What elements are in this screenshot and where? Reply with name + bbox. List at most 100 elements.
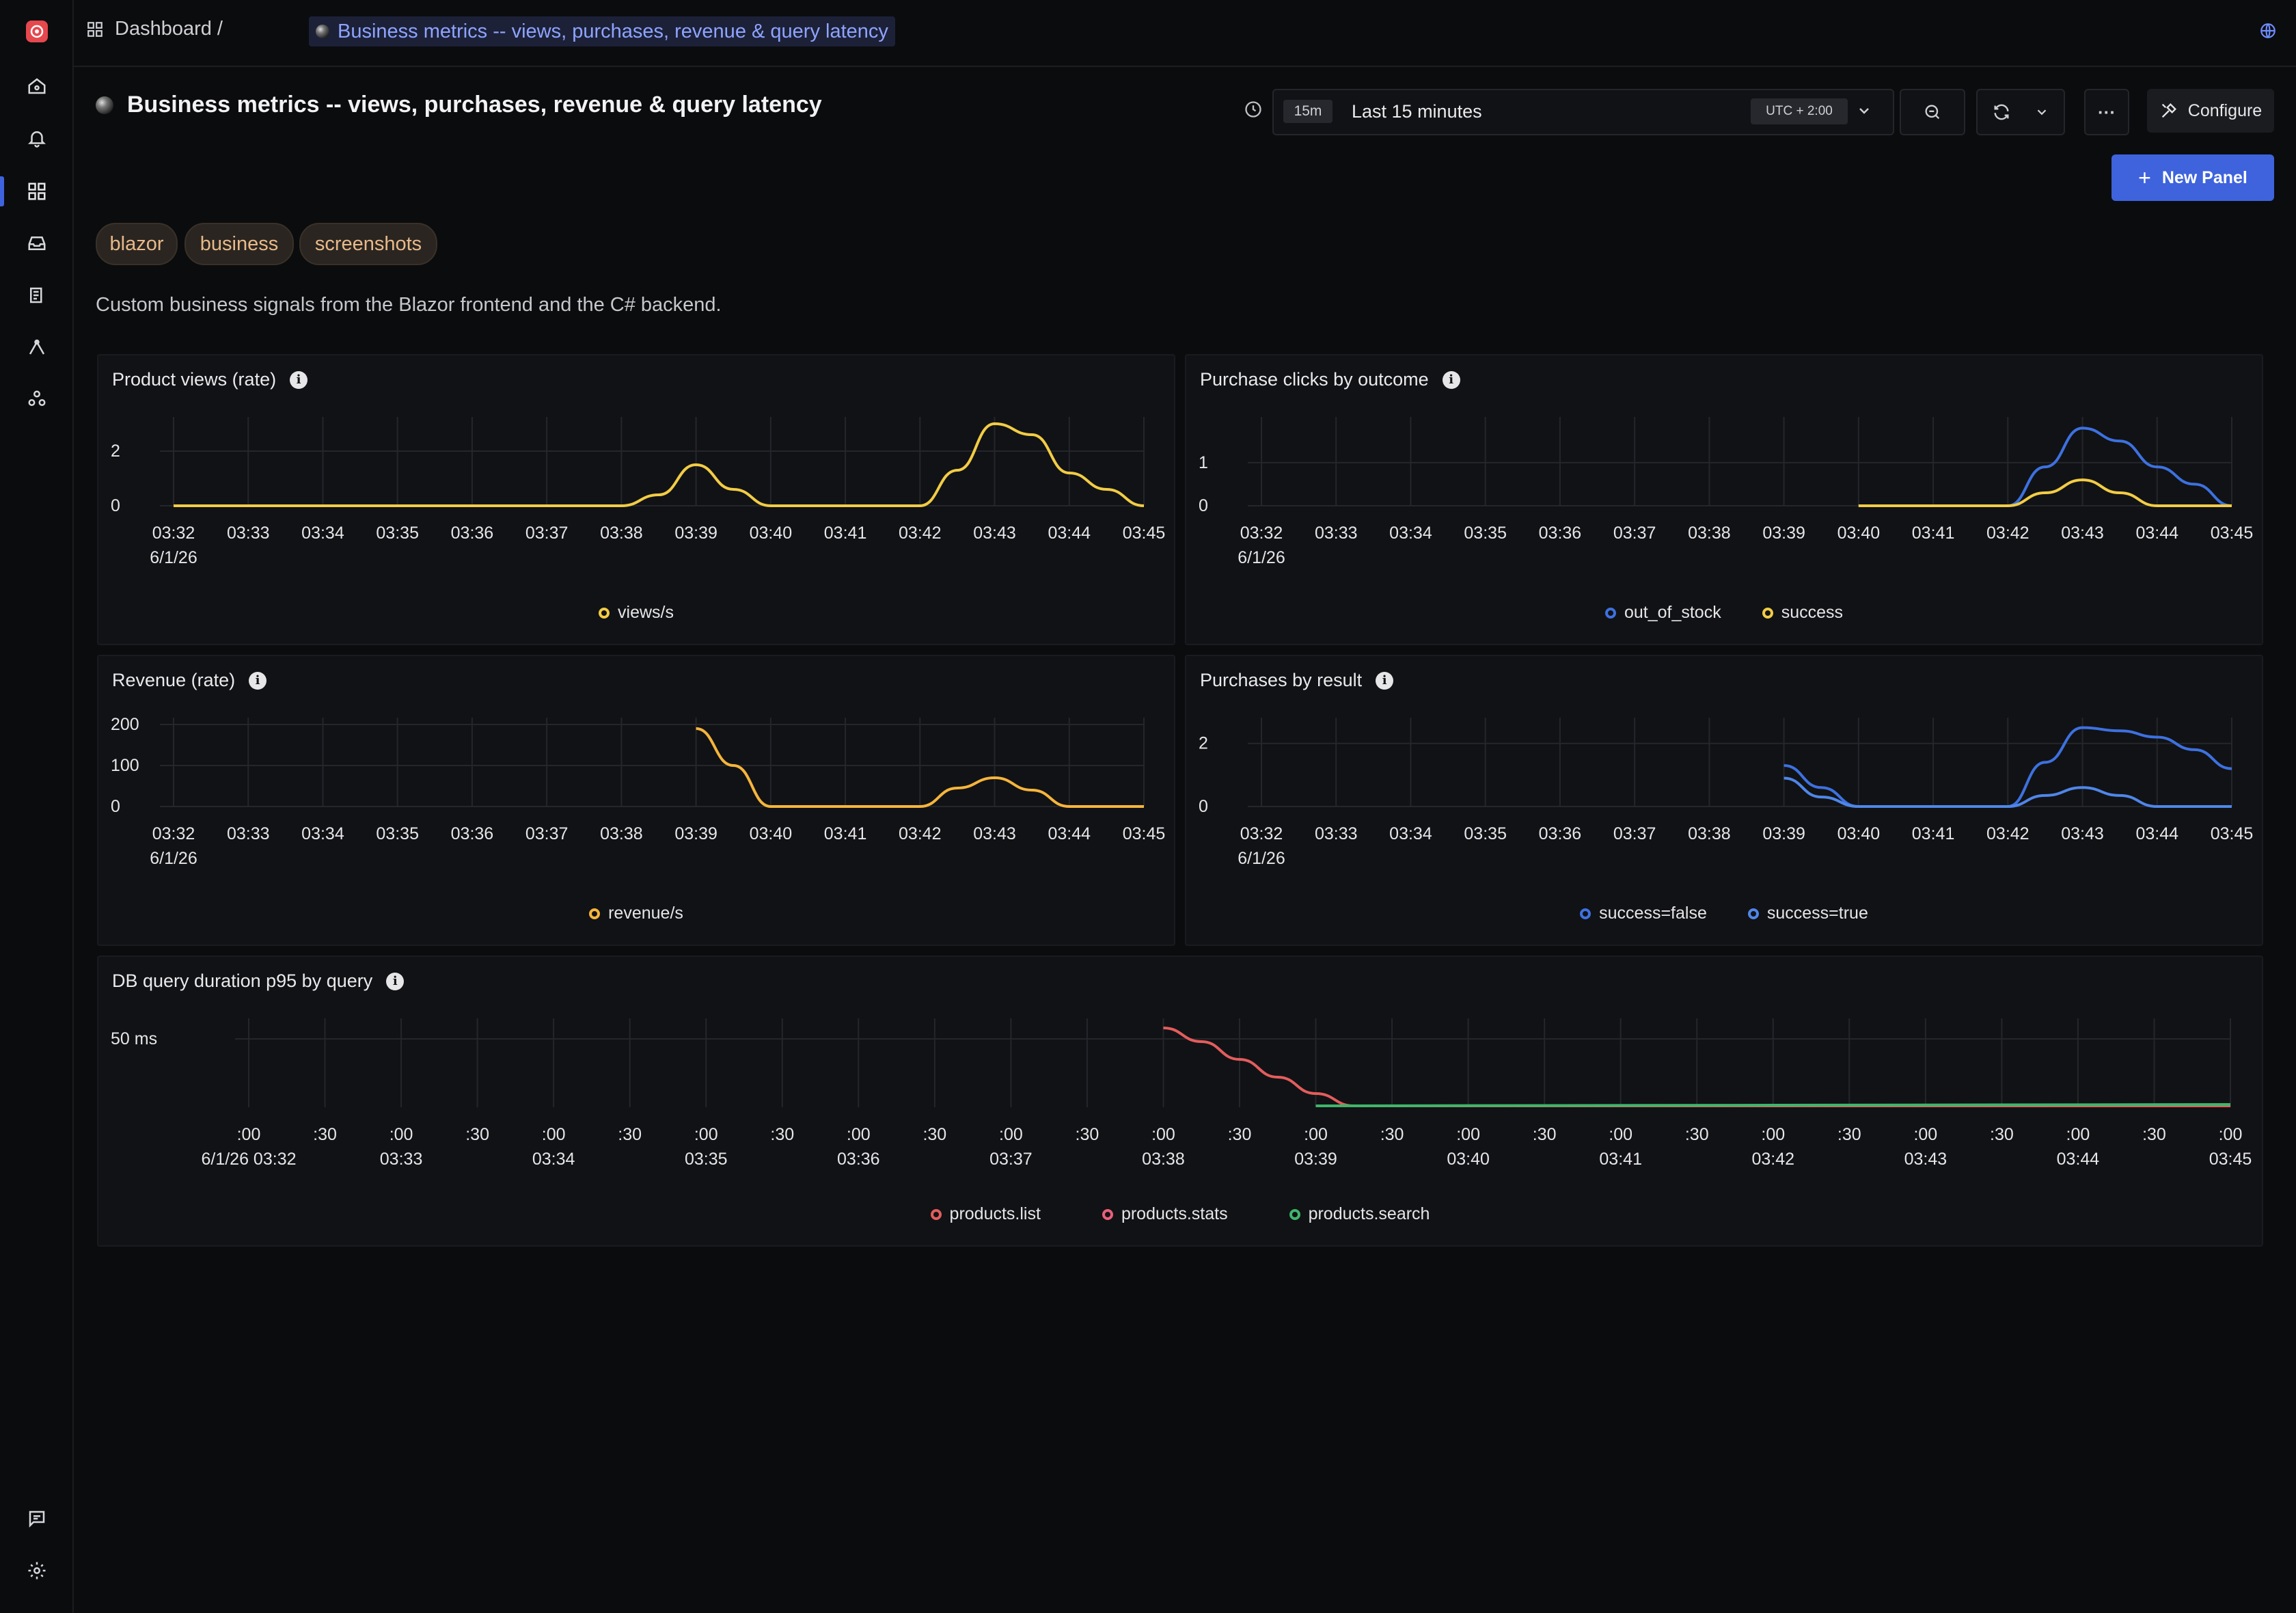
legend-item-products-list[interactable]: products.list [930,1204,1041,1224]
logs-icon[interactable] [23,282,51,309]
legend-item-revenue[interactable]: revenue/s [589,904,683,923]
app-logo[interactable] [26,21,48,42]
x-tick-label: 03:37 [1613,824,1656,843]
info-icon[interactable]: i [249,671,267,690]
x-tick-label: 03:42 [899,824,942,843]
x-tick-label: 03:38 [600,524,643,543]
x-tick-label: 03:35 [376,824,419,843]
chart-revenue: 03:32 03:33 03:34 03:35 03:36 03:37 03:38 03:39… [111,715,1165,868]
panel-purchase-clicks[interactable]: Purchase clicks by outcome i 03:32 03:33 0… [1185,354,2263,645]
zoom-out-button[interactable] [1900,89,1965,135]
dashboards-grid-icon[interactable] [23,178,51,205]
x-tick-sublabel: 03:40 [1447,1150,1490,1169]
alerts-bell-icon[interactable] [23,124,51,152]
info-icon[interactable]: i [1376,671,1394,690]
breadcrumb-current[interactable]: Business metrics -- views, purchases, re… [309,16,895,46]
page-title: Business metrics -- views, purchases, re… [96,92,822,118]
x-tick-label: :30 [1380,1125,1404,1144]
configure-button[interactable]: Configure [2147,89,2274,133]
legend-item-success[interactable]: success [1762,603,1843,623]
x-tick-label: 03:42 [899,524,942,543]
x-tick-label: 03:38 [600,824,643,843]
legend: revenue/s [98,904,1174,923]
x-tick-label: :30 [1990,1125,2014,1144]
y-tick-label: 0 [1199,496,1208,515]
legend-marker [1604,607,1616,619]
inbox-icon[interactable] [23,230,51,257]
legend-item-success-false[interactable]: success=false [1580,904,1707,923]
home-icon[interactable] [23,72,51,100]
series-line-success-false [1784,726,2232,808]
chat-feedback-icon[interactable] [23,1505,51,1532]
legend-marker [599,607,610,619]
legend-item-success-true[interactable]: success=true [1747,904,1868,923]
more-options-button[interactable]: ··· [2084,89,2129,135]
panel-title: Purchase clicks by outcome i [1200,369,1460,390]
x-tick-label: 03:40 [1837,524,1881,543]
legend-item-out-of-stock[interactable]: out_of_stock [1604,603,1721,623]
traces-icon[interactable] [23,334,51,361]
legend-item-products-stats[interactable]: products.stats [1102,1204,1228,1224]
panel-product-views[interactable]: Product views (rate) i 03:32 03:33 03:34 03… [97,354,1175,645]
x-tick-label: 03:32 [1240,524,1283,543]
legend-label: revenue/s [608,904,683,923]
x-tick-label: 03:34 [301,824,344,843]
services-icon[interactable] [23,385,51,413]
y-tick-label: 100 [111,756,139,775]
time-range-picker[interactable]: 15m Last 15 minutes UTC + 2:00 [1272,89,1894,135]
x-tick-label: 03:33 [1315,524,1358,543]
new-panel-label: New Panel [2161,167,2247,187]
tag-business[interactable]: business [184,223,294,265]
x-tick-label: 03:33 [227,524,270,543]
x-tick-label: 03:35 [376,524,419,543]
x-tick-label: 03:43 [973,524,1016,543]
legend-item-products-search[interactable]: products.search [1289,1204,1430,1224]
x-tick-label: 03:39 [674,524,718,543]
x-tick-label: 03:35 [1464,824,1507,843]
panel-title: Purchases by result i [1200,670,1394,691]
chevron-down-icon[interactable] [1856,103,1872,122]
x-tick-sublabel: 6/1/26 [150,849,197,868]
x-tick-label: :00 [999,1125,1023,1144]
settings-gear-icon[interactable] [23,1557,51,1584]
chart-purchases-by-result: 03:32 03:33 03:34 03:35 03:36 03:37 03:38 03:39… [1199,718,2253,868]
plus-icon: + [2138,165,2151,190]
timezone-chip[interactable]: UTC + 2:00 [1751,98,1848,124]
x-tick-label: 03:40 [750,524,793,543]
x-tick-label: :00 [237,1125,261,1144]
legend-item-views[interactable]: views/s [599,603,674,623]
x-tick-sublabel: 6/1/26 [150,548,197,567]
new-panel-button[interactable]: + New Panel [2112,154,2274,201]
x-tick-label: 03:44 [2135,824,2178,843]
breadcrumb: Dashboard / [86,18,223,40]
panel-db-query-duration[interactable]: DB query duration p95 by query i :00:30:… [97,955,2263,1247]
panel-revenue[interactable]: Revenue (rate) i 03:32 03:33 03:34 03:35 03:… [97,655,1175,946]
x-tick-sublabel: 03:39 [1294,1150,1337,1169]
info-icon[interactable]: i [1442,370,1460,389]
x-tick-label: 03:35 [1464,524,1507,543]
dashboard-ball-icon [96,96,113,114]
chart-db-query-duration: :00:30:00:30:00:30:00:30:00:30:00:30:00:… [111,1018,2252,1169]
time-range-label: Last 15 minutes [1352,101,1482,122]
tag-screenshots[interactable]: screenshots [299,223,437,265]
refresh-button[interactable] [1976,89,2065,135]
legend-marker [1289,1208,1300,1220]
x-tick-label: :30 [313,1125,337,1144]
info-icon[interactable]: i [386,972,405,990]
x-tick-label: 03:34 [1389,824,1432,843]
x-tick-label: :30 [618,1125,642,1144]
x-tick-label: :00 [1151,1125,1175,1144]
y-tick-label: 0 [1199,797,1208,816]
x-tick-label: :30 [922,1125,946,1144]
panel-purchases-by-result[interactable]: Purchases by result i 03:32 03:33 03:34 03:… [1185,655,2263,946]
dashboard-ball-icon [316,25,329,38]
dashboard-grid-icon [86,21,104,38]
breadcrumb-root[interactable]: Dashboard [115,18,212,40]
tag-blazor[interactable]: blazor [96,223,178,265]
globe-icon[interactable] [2259,22,2277,43]
x-tick-label: 03:37 [525,524,569,543]
x-tick-label: :00 [1456,1125,1480,1144]
info-icon[interactable]: i [290,370,308,389]
active-nav-indicator [0,176,4,206]
x-tick-label: 03:34 [301,524,344,543]
